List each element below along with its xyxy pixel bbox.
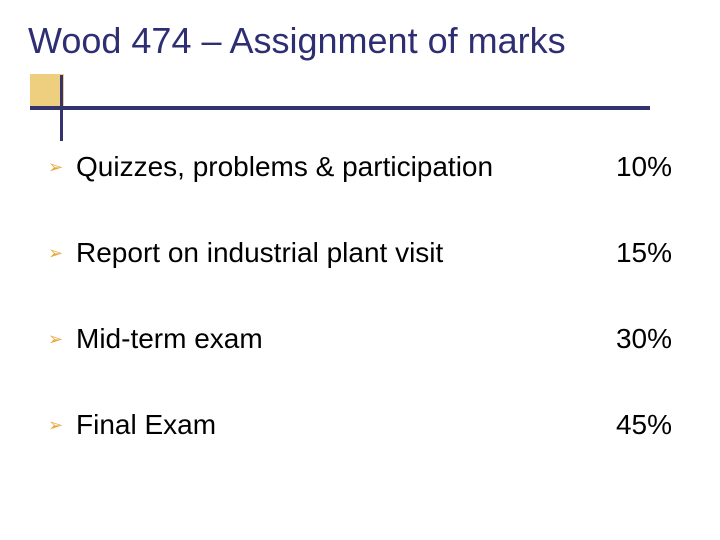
bullet-icon: ➢ — [48, 236, 76, 270]
list-item: ➢ Quizzes, problems & participation 10% — [48, 150, 672, 184]
slide-title: Wood 474 – Assignment of marks — [28, 20, 566, 62]
item-label: Quizzes, problems & participation — [76, 150, 592, 184]
content-list: ➢ Quizzes, problems & participation 10% … — [48, 150, 672, 494]
title-accent-block — [30, 74, 64, 108]
item-value: 45% — [592, 408, 672, 442]
title-rule-horizontal — [30, 106, 650, 110]
list-item: ➢ Report on industrial plant visit 15% — [48, 236, 672, 270]
list-item: ➢ Mid-term exam 30% — [48, 322, 672, 356]
item-value: 30% — [592, 322, 672, 356]
bullet-icon: ➢ — [48, 408, 76, 442]
slide: Wood 474 – Assignment of marks ➢ Quizzes… — [0, 0, 720, 540]
item-label: Mid-term exam — [76, 322, 592, 356]
item-value: 15% — [592, 236, 672, 270]
item-label: Report on industrial plant visit — [76, 236, 592, 270]
bullet-icon: ➢ — [48, 150, 76, 184]
item-value: 10% — [592, 150, 672, 184]
item-label: Final Exam — [76, 408, 592, 442]
bullet-icon: ➢ — [48, 322, 76, 356]
list-item: ➢ Final Exam 45% — [48, 408, 672, 442]
title-rule-vertical — [60, 75, 63, 141]
